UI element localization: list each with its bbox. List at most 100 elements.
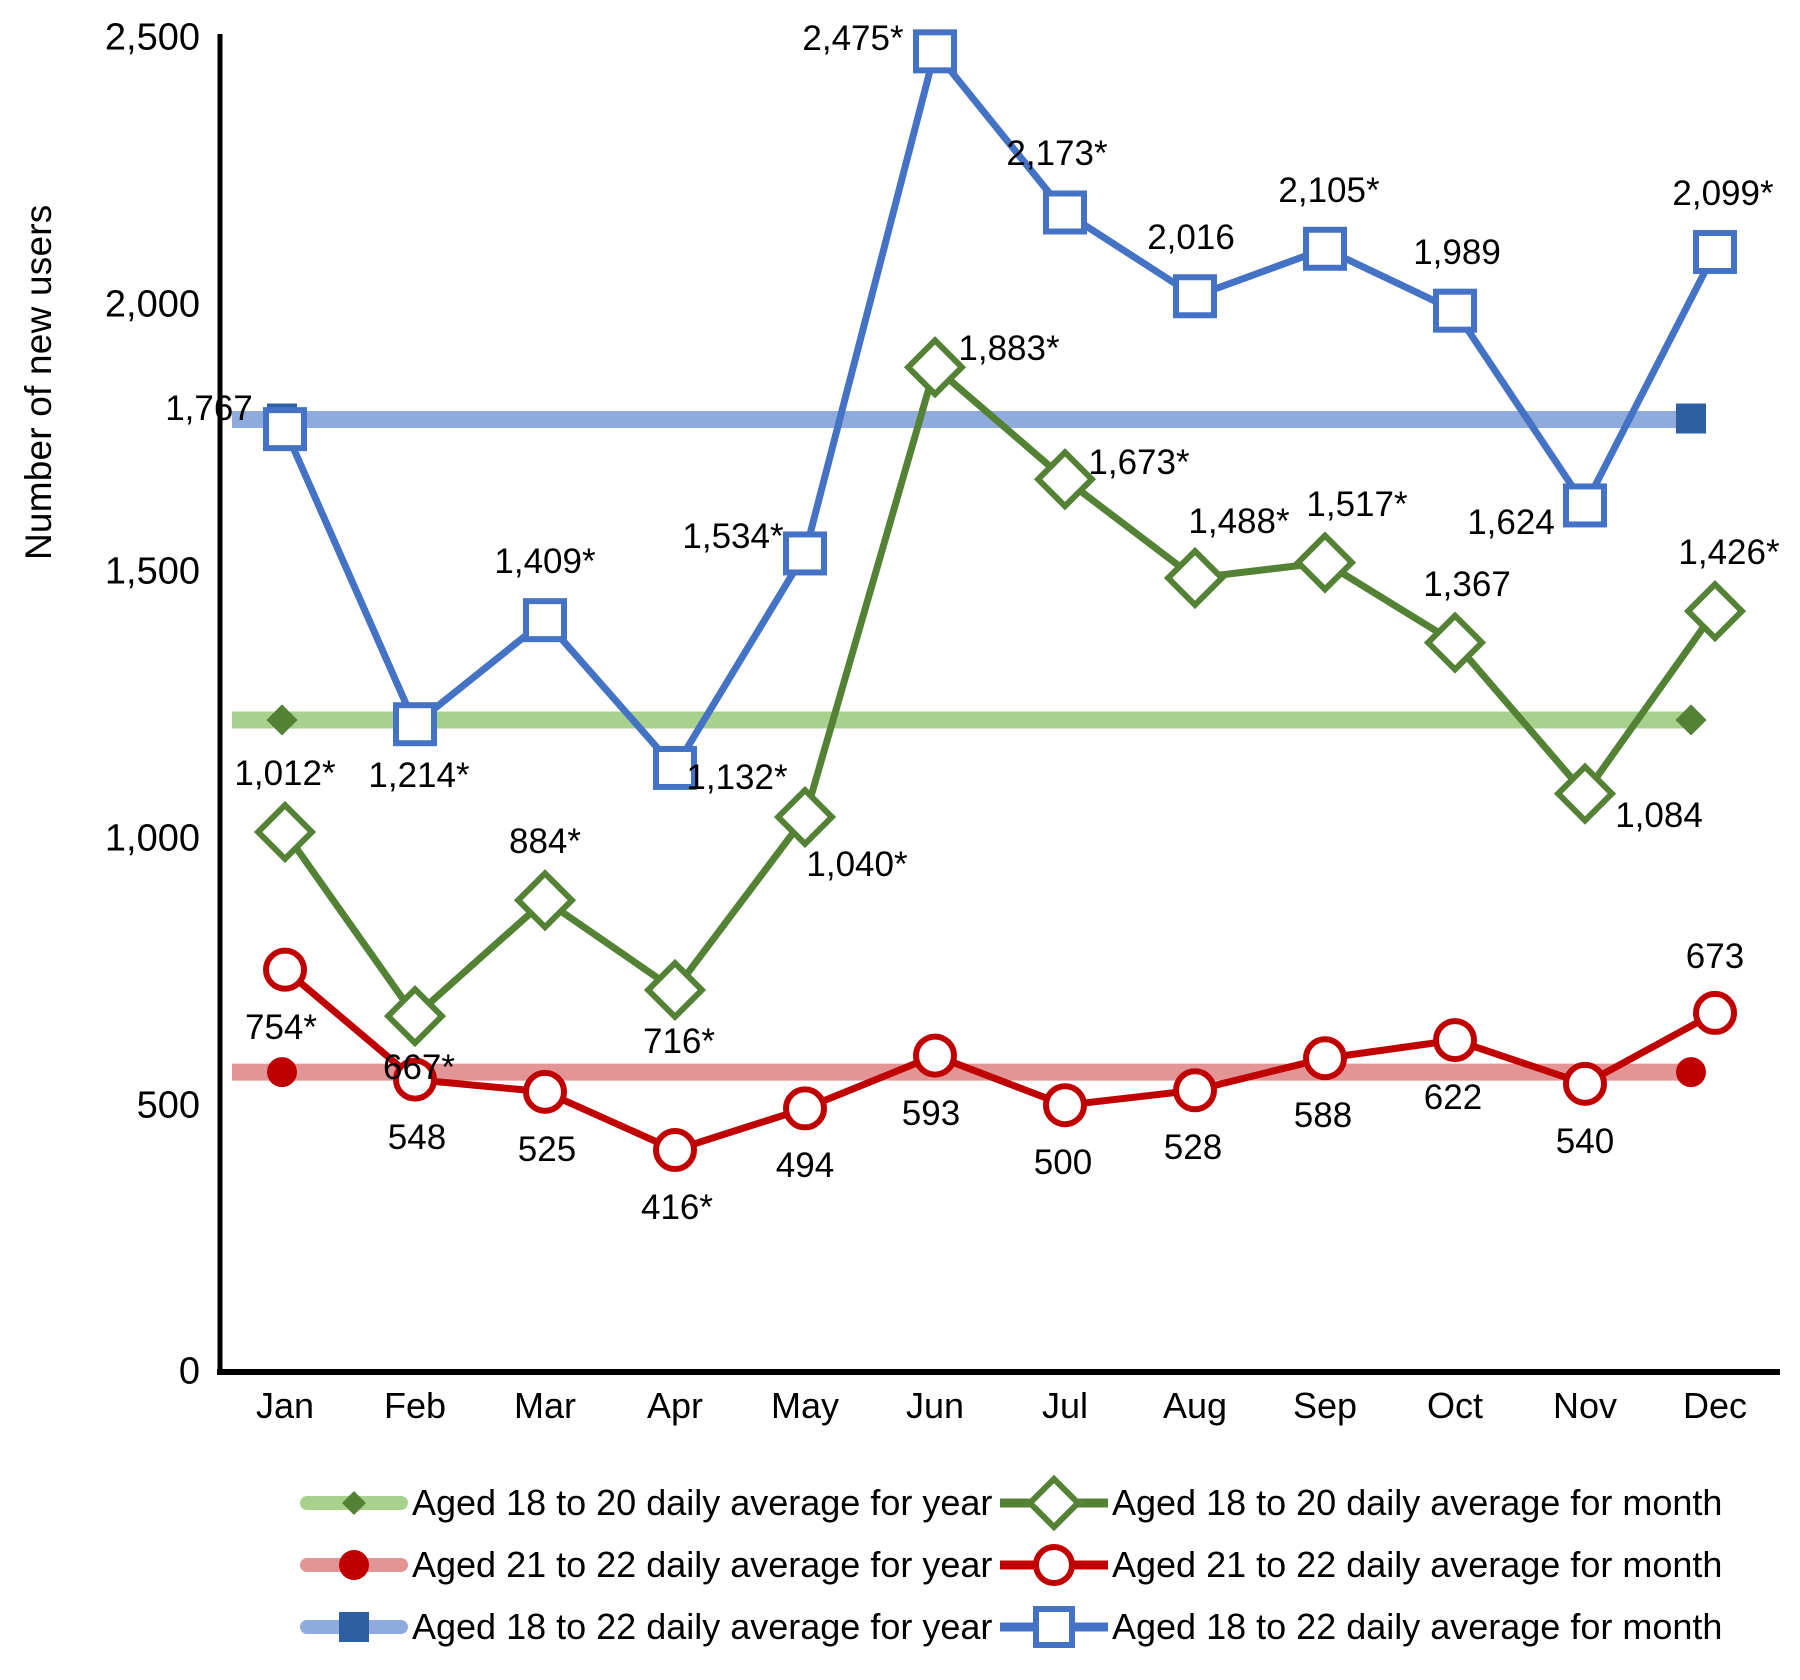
legend-marker-square-open-5 <box>1033 1606 1075 1648</box>
marker-1-5 <box>913 1033 957 1078</box>
y-tick-1000: 1,000 <box>104 817 200 860</box>
legend-label-0: Aged 18 to 20 daily average for year <box>412 1482 993 1523</box>
reference-marker-diamond-0-0 <box>266 704 298 736</box>
legend-swatch-0 <box>300 1483 408 1523</box>
legend-marker-circle-solid-2 <box>339 1550 369 1580</box>
legend-item-2[interactable]: Aged 21 to 22 daily average for year <box>300 1544 1000 1586</box>
marker-1-0 <box>263 947 307 992</box>
marker-1-9 <box>1433 1018 1477 1063</box>
data-label-green-dec: 1,426* <box>1678 533 1780 573</box>
legend-item-4[interactable]: Aged 18 to 22 daily average for year <box>300 1606 1000 1648</box>
data-label-blue-sep: 2,105* <box>1278 170 1380 210</box>
y-tick-2000: 2,000 <box>104 283 200 326</box>
legend-marker-diamond-solid-0 <box>341 1490 367 1516</box>
marker-2-0 <box>263 407 307 452</box>
data-label-blue-mar: 1,409* <box>494 542 596 582</box>
reference-marker-diamond-0-1 <box>1675 704 1707 736</box>
marker-2-11 <box>1693 229 1737 274</box>
x-tick-jan: Jan <box>255 1385 315 1426</box>
x-tick-dec: Dec <box>1682 1385 1748 1426</box>
x-tick-jun: Jun <box>905 1385 965 1426</box>
x-tick-feb: Feb <box>383 1385 447 1426</box>
legend-item-5[interactable]: Aged 18 to 22 daily average for month <box>1000 1606 1722 1648</box>
x-tick-mar: Mar <box>514 1385 576 1426</box>
data-label-blue-oct: 1,989 <box>1413 232 1501 272</box>
marker-0-8 <box>1293 531 1357 594</box>
data-label-green-aug: 1,488* <box>1188 502 1290 541</box>
legend-swatch-4 <box>300 1607 408 1647</box>
data-label-blue-jun: 2,475* <box>802 19 904 59</box>
marker-0-9 <box>1423 611 1487 674</box>
marker-1-1 <box>393 1057 437 1102</box>
marker-0-0 <box>253 800 317 864</box>
x-tick-sep: Sep <box>1292 1385 1358 1426</box>
data-label-blue-may: 1,534* <box>682 517 784 557</box>
legend-label-4: Aged 18 to 22 daily average for year <box>412 1606 993 1647</box>
x-tick-oct: Oct <box>1426 1385 1484 1426</box>
reference-marker-square-2-1 <box>1676 403 1706 434</box>
marker-1-4 <box>783 1086 827 1131</box>
data-label-red-may: 494 <box>775 1146 835 1186</box>
legend-label-3: Aged 21 to 22 daily average for month <box>1112 1544 1723 1585</box>
data-label-green-jan: 1,012* <box>234 753 336 793</box>
x-tick-aug: Aug <box>1162 1385 1228 1426</box>
data-label-red-dec: 673 <box>1685 936 1745 976</box>
data-label-red-jan: 754* <box>244 1007 318 1047</box>
marker-0-10 <box>1553 762 1617 825</box>
y-axis-ticks: 2,500 2,000 1,500 1,000 500 0 <box>30 0 200 1680</box>
marker-2-6 <box>1043 190 1087 235</box>
legend-item-0[interactable]: Aged 18 to 20 daily average for year <box>300 1482 1000 1524</box>
marker-0-2 <box>513 869 577 932</box>
marker-0-5 <box>903 336 967 399</box>
marker-1-3 <box>653 1128 697 1173</box>
marker-0-4 <box>773 785 837 849</box>
data-label-blue-nov: 1,624 <box>1467 503 1555 543</box>
legend-label-5: Aged 18 to 22 daily average for month <box>1112 1606 1723 1647</box>
series-line-0 <box>282 363 1718 1020</box>
chart-legend: Aged 18 to 20 daily average for year Aged… <box>300 1472 1722 1658</box>
legend-marker-diamond-open-1 <box>1025 1474 1083 1532</box>
data-label-green-jun: 1,883* <box>958 329 1060 369</box>
legend-swatch-2 <box>300 1545 408 1585</box>
marker-1-11 <box>1693 990 1737 1035</box>
legend-label-1: Aged 18 to 20 daily average for month <box>1112 1482 1723 1523</box>
marker-0-6 <box>1033 448 1097 511</box>
data-label-green-nov: 1,084 <box>1615 795 1703 835</box>
data-label-red-mar: 525 <box>517 1129 577 1169</box>
marker-2-10 <box>1563 483 1607 528</box>
marker-1-2 <box>523 1069 567 1114</box>
legend-marker-square-solid-4 <box>339 1612 369 1642</box>
legend-item-1[interactable]: Aged 18 to 20 daily average for month <box>1000 1474 1722 1532</box>
marker-1-7 <box>1173 1068 1217 1113</box>
data-label-green-feb: 667* <box>382 1048 456 1088</box>
series-line-1 <box>282 966 1717 1154</box>
marker-0-7 <box>1163 546 1227 610</box>
marker-1-8 <box>1303 1036 1347 1081</box>
y-tick-0: 0 <box>178 1350 200 1393</box>
legend-marker-circle-open-3 <box>1033 1544 1075 1586</box>
marker-1-6 <box>1043 1083 1087 1128</box>
marker-2-5 <box>913 29 957 74</box>
marker-2-9 <box>1433 288 1477 333</box>
data-label-blue-jul: 2,173* <box>1006 134 1108 174</box>
marker-2-3 <box>653 745 697 790</box>
y-tick-500: 500 <box>136 1084 200 1127</box>
data-label-green-oct: 1,367 <box>1423 564 1511 604</box>
data-label-blue-feb: 1,214* <box>368 756 470 796</box>
x-tick-nov: Nov <box>1552 1385 1618 1426</box>
legend-swatch-3 <box>1000 1544 1108 1586</box>
data-label-blue-apr: 1,132* <box>686 757 788 797</box>
data-label-red-jun: 593 <box>901 1093 961 1133</box>
data-label-red-sep: 588 <box>1293 1096 1353 1136</box>
legend-item-3[interactable]: Aged 21 to 22 daily average for month <box>1000 1544 1722 1586</box>
reference-marker-circle-1-1 <box>1676 1057 1706 1088</box>
data-label-green-sep: 1,517* <box>1306 484 1408 524</box>
data-label-blue-aug: 2,016 <box>1147 218 1235 258</box>
data-label-red-apr: 416* <box>640 1188 714 1228</box>
marker-0-11 <box>1683 579 1747 643</box>
y-tick-2500: 2,500 <box>104 16 200 59</box>
legend-swatch-1 <box>1000 1474 1108 1532</box>
data-label-red-oct: 622 <box>1423 1078 1483 1118</box>
